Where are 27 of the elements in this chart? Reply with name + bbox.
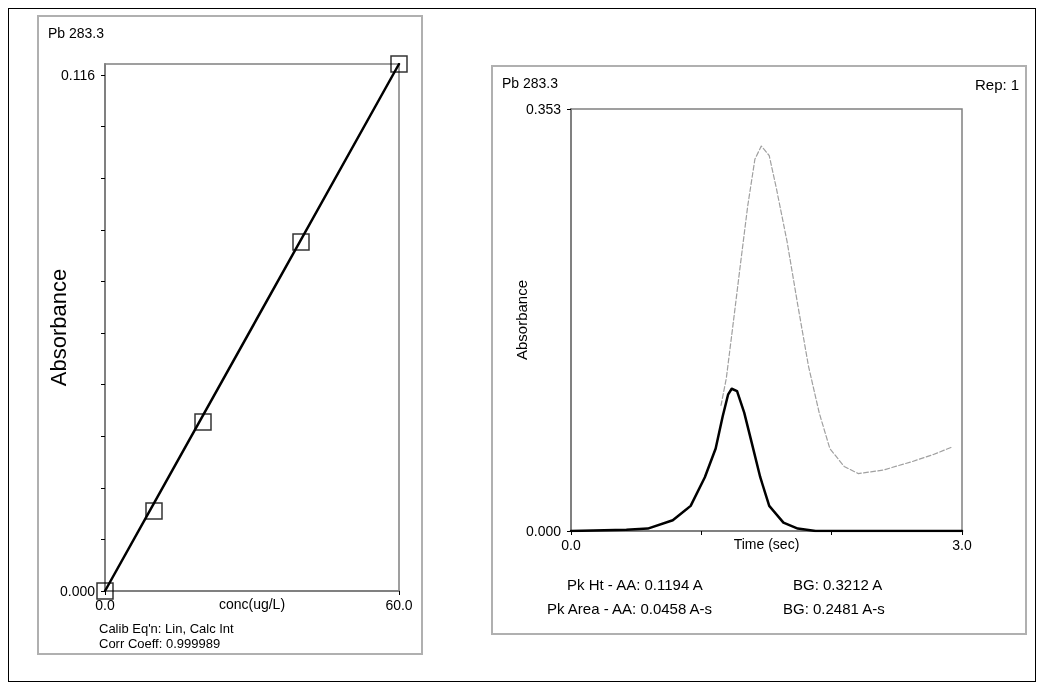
y-tick-label: 0.000	[59, 583, 96, 599]
y-tick-label: 0.000	[525, 523, 562, 539]
point	[194, 413, 212, 431]
text: Pk Ht - AA: 0.1194 A	[567, 576, 703, 593]
y-axis-title: Absorbance	[513, 279, 530, 361]
y-axis-title: Absorbance	[45, 268, 71, 387]
x-tick-label: 60.0	[385, 597, 413, 613]
chart-title: Pb 283.3	[502, 75, 559, 91]
x-tick-label: 3.0	[952, 537, 972, 553]
y-tick-label: 0.116	[61, 67, 96, 84]
point	[390, 55, 408, 73]
chart-title: Pb 283.3	[48, 25, 105, 41]
text: Pk Area - AA: 0.0458 A-s	[547, 600, 713, 617]
text: BG: 0.2481 A-s	[783, 600, 885, 617]
x-axis-title: conc(ug/L)	[218, 596, 286, 612]
x-axis-title: Time (sec)	[733, 536, 800, 552]
text: Rep: 1	[975, 76, 1020, 93]
x-tick-label: 0.0	[95, 597, 115, 613]
point	[292, 233, 310, 251]
point	[145, 502, 163, 520]
text: BG: 0.3212 A	[793, 576, 883, 593]
text: Corr Coeff: 0.999989	[99, 636, 221, 651]
point	[96, 582, 114, 600]
text: Calib Eq'n: Lin, Calc Int	[99, 621, 235, 636]
line-series	[720, 145, 952, 475]
y-tick-label: 0.353	[525, 101, 562, 117]
x-tick-label: 0.0	[561, 537, 581, 553]
